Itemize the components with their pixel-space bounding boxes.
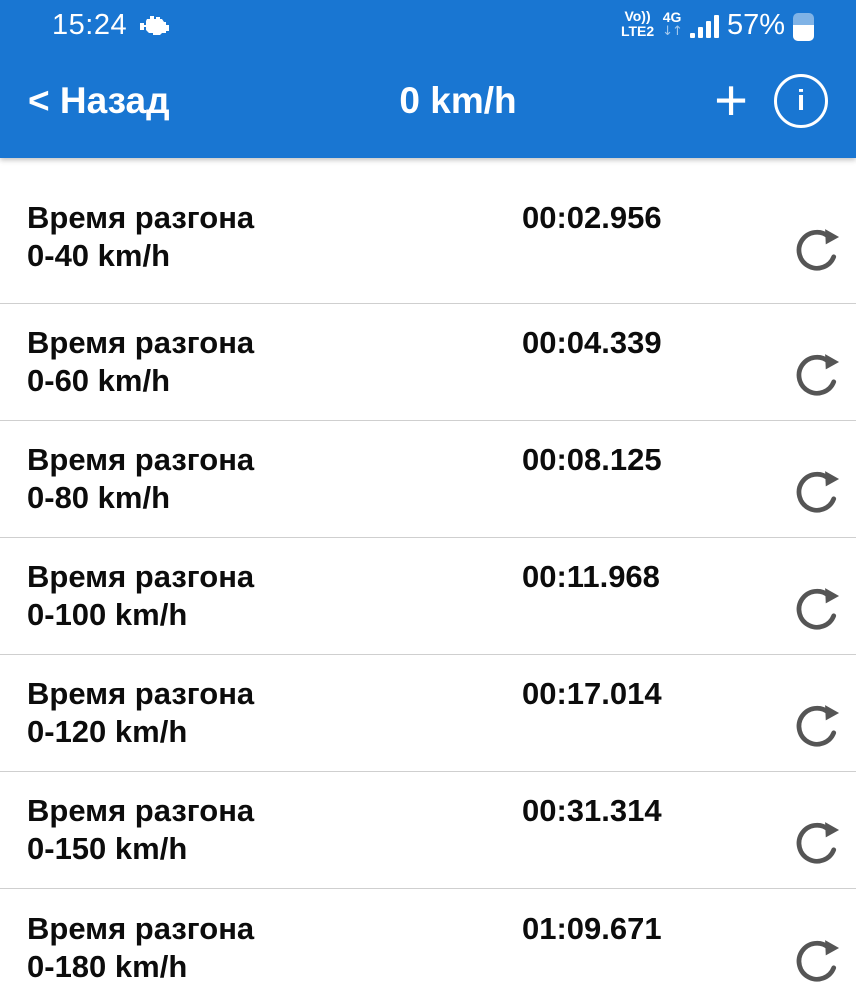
signal-strength-icon — [689, 14, 719, 41]
reset-button[interactable] — [790, 697, 844, 751]
row-label-line2: 0-150 km/h — [27, 831, 188, 866]
row-time-value: 00:11.968 — [522, 559, 660, 594]
row-time-value: 00:08.125 — [522, 442, 662, 477]
battery-icon — [793, 12, 814, 41]
row-label-line1: Время разгона — [27, 676, 255, 711]
reset-button[interactable] — [790, 932, 844, 986]
reset-button[interactable] — [790, 463, 844, 517]
reset-button[interactable] — [790, 814, 844, 868]
back-button[interactable]: < Назад — [28, 80, 170, 121]
row-label-line2: 0-40 km/h — [27, 237, 171, 273]
network-type-indicator: 4G ↓↑ — [662, 9, 683, 40]
refresh-icon — [790, 228, 844, 278]
table-row: Время разгона 0-120 km/h 00:17.014 — [0, 655, 856, 772]
row-label-line1: Время разгона — [27, 793, 255, 828]
row-label-line2: 0-80 km/h — [27, 480, 171, 515]
battery-fill — [793, 24, 814, 41]
row-label-line1: Время разгона — [27, 325, 255, 360]
data-arrows-icon: ↓↑ — [662, 24, 683, 40]
reset-button[interactable] — [790, 346, 844, 400]
refresh-icon — [790, 822, 844, 871]
table-row: Время разгона 0-100 km/h 00:11.968 — [0, 538, 856, 655]
row-label: Время разгона 0-100 km/h — [0, 558, 522, 634]
row-label-line2: 0-60 km/h — [27, 363, 171, 398]
reset-button[interactable] — [790, 580, 844, 634]
row-time-value: 00:31.314 — [522, 793, 662, 828]
row-label-line2: 0-180 km/h — [27, 948, 188, 984]
page-title-speed: 0 km/h — [399, 80, 517, 121]
row-label-line1: Время разгона — [27, 199, 255, 235]
battery-percent: 57% — [726, 8, 785, 41]
table-row: Время разгона 0-180 km/h 01:09.671 — [0, 889, 856, 1004]
table-row: Время разгона 0-80 km/h 00:08.125 — [0, 421, 856, 538]
row-label: Время разгона 0-60 km/h — [0, 324, 522, 400]
refresh-icon — [790, 588, 844, 637]
row-time-value: 00:04.339 — [522, 325, 662, 360]
row-label: Время разгона 0-120 km/h — [0, 675, 522, 751]
row-time-value: 01:09.671 — [522, 910, 662, 946]
table-row: Время разгона 0-40 km/h 00:02.956 — [0, 158, 856, 304]
table-row: Время разгона 0-150 km/h 00:31.314 — [0, 772, 856, 889]
reset-button[interactable] — [790, 221, 844, 275]
app-top-bar: 15:24 Vo)) LTE2 4G ↓↑ 57% — [0, 0, 856, 158]
refresh-icon — [790, 705, 844, 754]
check-engine-icon — [139, 15, 170, 35]
volte-indicator: Vo)) LTE2 — [620, 8, 655, 39]
row-label-line2: 0-120 km/h — [27, 714, 188, 749]
row-label-line1: Время разгона — [27, 442, 255, 477]
info-button[interactable]: i — [774, 74, 828, 128]
row-label: Время разгона 0-80 km/h — [0, 441, 522, 517]
row-label-line1: Время разгона — [27, 559, 255, 594]
app-header: < Назад 0 km/h + i — [0, 44, 856, 158]
row-label: Время разгона 0-180 km/h — [0, 910, 522, 986]
row-time-value: 00:02.956 — [522, 199, 662, 235]
clock: 15:24 — [52, 8, 128, 41]
row-label-line2: 0-100 km/h — [27, 597, 188, 632]
refresh-icon — [790, 471, 844, 520]
refresh-icon — [790, 354, 844, 403]
status-bar: 15:24 Vo)) LTE2 4G ↓↑ 57% — [0, 0, 856, 44]
add-button[interactable]: + — [714, 68, 748, 133]
row-label: Время разгона 0-150 km/h — [0, 792, 522, 868]
table-row: Время разгона 0-60 km/h 00:04.339 — [0, 304, 856, 421]
row-label: Время разгона 0-40 km/h — [0, 199, 522, 275]
refresh-icon — [790, 939, 844, 989]
row-time-value: 00:17.014 — [522, 676, 662, 711]
acceleration-list: Время разгона 0-40 km/h 00:02.956 Время … — [0, 158, 856, 1004]
row-label-line1: Время разгона — [27, 910, 255, 946]
